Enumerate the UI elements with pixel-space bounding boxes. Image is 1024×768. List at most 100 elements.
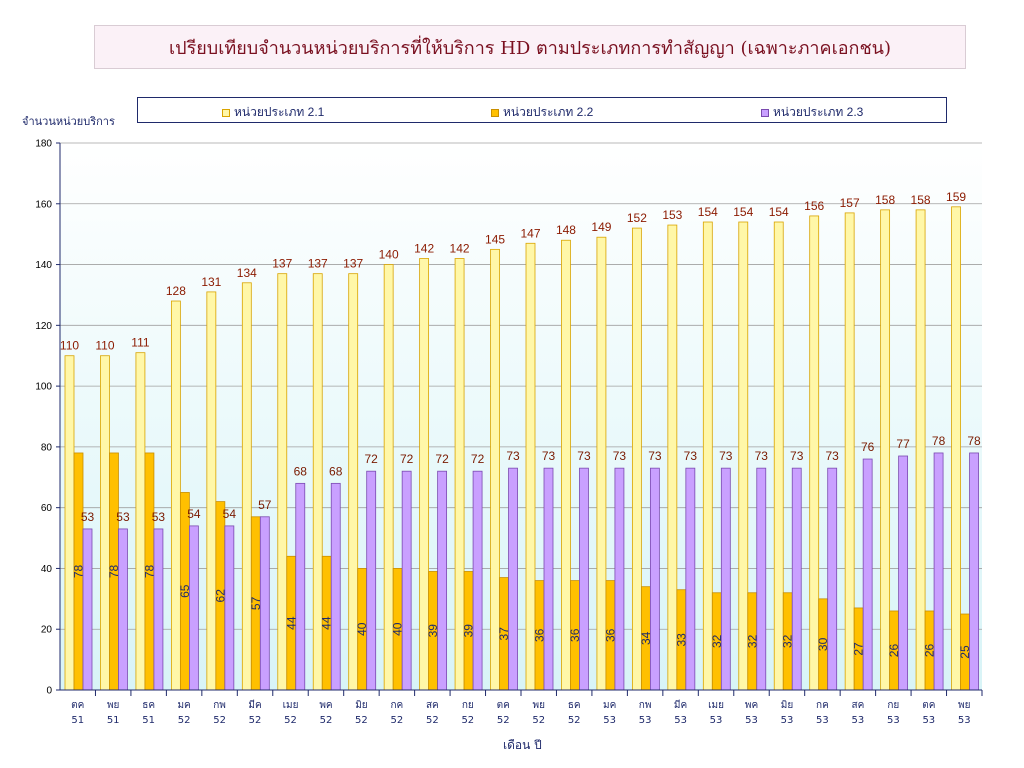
bar-series-3 (118, 528, 128, 691)
data-label-series-1: 137 (272, 257, 292, 271)
data-label-series-2: 30 (816, 637, 830, 651)
y-tick-label: 20 (41, 625, 53, 636)
bar-series-3 (614, 467, 625, 691)
data-label-series-3: 73 (719, 449, 733, 463)
x-tick-label-month: สค (426, 700, 439, 711)
bar-series-3 (82, 528, 93, 691)
data-label-series-1: 152 (627, 211, 647, 225)
data-label-series-2: 36 (533, 628, 547, 642)
data-label-series-2: 32 (745, 634, 759, 648)
x-tick-label-year: 52 (320, 715, 333, 726)
x-tick-label-month: กย (462, 700, 474, 711)
legend-label-series-2: หน่วยประเภท 2.2 (503, 105, 594, 119)
data-label-series-1: 153 (662, 208, 682, 222)
data-label-series-3: 78 (932, 434, 946, 448)
x-tick-label-month: กค (391, 700, 404, 711)
legend-swatch-series-1 (222, 108, 230, 117)
data-label-series-1: 134 (237, 266, 257, 280)
x-tick-label-month: ธค (142, 700, 155, 711)
data-label-series-3: 54 (187, 507, 201, 521)
y-tick-label: 140 (35, 260, 52, 271)
data-label-series-3: 72 (365, 452, 379, 466)
data-label-series-1: 142 (414, 241, 434, 255)
data-label-series-3: 73 (648, 449, 662, 463)
data-label-series-2: 78 (72, 564, 86, 578)
x-tick-label-year: 52 (213, 715, 226, 726)
data-label-series-3: 53 (81, 510, 95, 524)
x-tick-label-month: มิย (355, 700, 367, 711)
data-label-series-1: 110 (95, 339, 114, 353)
bar-series-3 (188, 525, 199, 691)
chart-title-box: เปรียบเทียบจำนวนหน่วยบริการที่ให้บริการ … (94, 25, 966, 69)
bar-series-3 (543, 467, 554, 691)
x-tick-label-year: 52 (178, 715, 191, 726)
bar-series-1 (667, 224, 678, 691)
y-tick-label: 100 (35, 382, 52, 393)
bar-series-1 (525, 242, 536, 691)
bar-series-1 (100, 355, 110, 691)
x-tick-label-year: 52 (497, 715, 510, 726)
bar-series-3 (153, 528, 164, 691)
x-axis-label: เดือน ปี (503, 738, 542, 752)
x-tick-label-year: 53 (710, 715, 723, 726)
data-label-series-1: 154 (698, 205, 718, 219)
data-label-series-2: 37 (497, 627, 511, 641)
x-tick-label-year: 53 (816, 715, 829, 726)
data-label-series-2: 78 (142, 564, 156, 578)
bar-series-3 (756, 467, 767, 691)
data-label-series-2: 36 (568, 628, 582, 642)
y-tick-label: 60 (41, 503, 53, 514)
x-tick-label-month: กพ (639, 700, 652, 711)
x-tick-label-month: มีค (248, 699, 261, 711)
bar-series-3 (366, 470, 377, 691)
bar-series-3 (437, 470, 448, 691)
data-label-series-2: 26 (923, 644, 937, 658)
data-label-series-3: 73 (613, 449, 627, 463)
chart-title: เปรียบเทียบจำนวนหน่วยบริการที่ให้บริการ … (169, 37, 891, 59)
data-label-series-3: 72 (400, 452, 414, 466)
data-label-series-2: 32 (781, 634, 795, 648)
bar-series-1 (773, 221, 784, 691)
data-label-series-2: 40 (355, 622, 369, 636)
x-tick-label-month: ตค (922, 700, 935, 711)
y-tick-label: 120 (35, 321, 52, 332)
bar-series-1 (631, 227, 642, 691)
legend-label-series-1: หน่วยประเภท 2.1 (234, 105, 325, 119)
bar-series-3 (472, 470, 483, 691)
x-tick-label-month: กค (816, 700, 829, 711)
legend: หน่วยประเภท 2.1 หน่วยประเภท 2.2 หน่วยประ… (137, 97, 947, 123)
bar-series-3 (508, 467, 518, 691)
bar-series-1 (490, 248, 500, 691)
data-label-series-3: 54 (223, 507, 237, 521)
data-label-series-3: 73 (826, 449, 840, 463)
x-tick-label-month: มีค (674, 699, 687, 711)
data-label-series-1: 148 (556, 223, 576, 237)
bar-series-3 (685, 467, 696, 691)
data-label-series-2: 33 (674, 633, 688, 647)
data-label-series-2: 32 (710, 634, 724, 648)
x-tick-label-month: พย (958, 700, 970, 711)
legend-item-series-2: หน่วยประเภท 2.2 (491, 103, 593, 122)
x-tick-label-year: 52 (284, 715, 297, 726)
bar-series-1 (738, 221, 749, 691)
bar-series-3 (224, 525, 235, 691)
x-tick-label-year: 53 (852, 715, 865, 726)
legend-item-series-3: หน่วยประเภท 2.3 (761, 103, 863, 122)
data-label-series-1: 154 (769, 205, 789, 219)
x-tick-label-month: สค (851, 700, 864, 711)
data-label-series-2: 65 (178, 584, 192, 598)
bar-series-1 (915, 209, 926, 691)
x-tick-label-year: 52 (391, 715, 404, 726)
data-label-series-2: 62 (213, 589, 227, 603)
bar-series-3 (649, 467, 660, 691)
data-label-series-1: 140 (379, 248, 399, 262)
data-label-series-1: 145 (485, 232, 505, 246)
data-label-series-1: 149 (591, 220, 611, 234)
bar-series-3 (401, 470, 412, 691)
bar-series-3 (827, 467, 838, 691)
bar-series-1 (561, 239, 571, 691)
bar-series-1 (702, 221, 713, 691)
bar-series-1 (809, 215, 820, 691)
x-tick-label-year: 53 (781, 715, 794, 726)
x-tick-label-year: 53 (639, 715, 652, 726)
